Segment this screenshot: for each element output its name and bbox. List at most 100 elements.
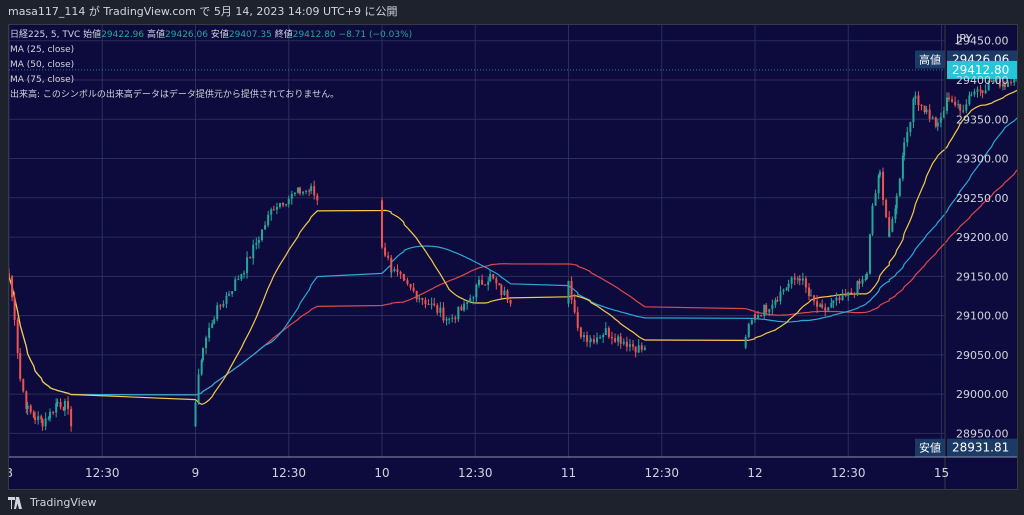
candle-body bbox=[260, 229, 263, 240]
candle-body bbox=[841, 293, 844, 301]
candle-body bbox=[760, 315, 763, 317]
candle-body bbox=[895, 195, 898, 209]
candle-body bbox=[475, 285, 478, 298]
legend-symbol-line: 日経225, 5, TVC 始値29422.96 高値29426.06 安値29… bbox=[10, 28, 412, 43]
candle-body bbox=[582, 335, 585, 338]
candle-body bbox=[255, 242, 258, 245]
candle-body bbox=[252, 244, 255, 259]
candle-body bbox=[409, 283, 412, 288]
candle-body bbox=[917, 95, 920, 106]
candle-body bbox=[832, 300, 835, 303]
candle-body bbox=[830, 302, 833, 308]
candle-body bbox=[816, 301, 819, 307]
legend-ma25[interactable]: MA (25, close) bbox=[10, 45, 75, 55]
candle-body bbox=[40, 416, 43, 420]
low-label: 安値 bbox=[210, 30, 229, 40]
candle-body bbox=[981, 90, 984, 94]
candle-body bbox=[861, 279, 864, 284]
tradingview-logo-text: TradingView bbox=[30, 496, 97, 509]
candle-body bbox=[302, 191, 305, 194]
candle-body bbox=[313, 186, 316, 196]
candle-body bbox=[602, 334, 605, 338]
x-tick-label: 12:30 bbox=[85, 466, 120, 480]
candle-body bbox=[448, 318, 451, 320]
candle-body bbox=[439, 307, 442, 313]
y-tick-label: 29400.00 bbox=[956, 74, 1009, 87]
candle-body bbox=[285, 204, 288, 206]
y-tick-label: 29450.00 bbox=[956, 35, 1009, 48]
candle-body bbox=[796, 278, 799, 280]
y-tick-label: 29000.00 bbox=[956, 388, 1009, 401]
candle-body bbox=[625, 341, 628, 347]
candle-body bbox=[928, 109, 931, 119]
candle-body bbox=[498, 283, 501, 286]
candle-body bbox=[222, 303, 225, 307]
candle-body bbox=[70, 408, 73, 427]
candle-body bbox=[614, 338, 617, 342]
candle-body bbox=[454, 317, 457, 320]
candle-body bbox=[885, 199, 888, 218]
candle-body bbox=[632, 344, 635, 347]
candle-body bbox=[865, 273, 868, 279]
candle-body bbox=[599, 337, 602, 339]
legend-ma75[interactable]: MA (75, close) bbox=[10, 75, 75, 85]
candle-body bbox=[987, 80, 990, 91]
candle-body bbox=[500, 285, 503, 296]
candle-body bbox=[858, 281, 861, 284]
ma50-polyline bbox=[8, 110, 1024, 396]
candle-body bbox=[506, 290, 509, 301]
candle-body bbox=[37, 416, 40, 421]
candle-body bbox=[308, 190, 311, 192]
candle-body bbox=[472, 297, 475, 299]
candle-body bbox=[894, 208, 897, 220]
axes: 28950.00 29000.00 29050.00 29100.00 29150.00… bbox=[5, 25, 1017, 489]
candle-body bbox=[287, 198, 290, 205]
candle-body bbox=[809, 295, 812, 297]
candle-body bbox=[871, 205, 874, 235]
candle-body bbox=[771, 304, 774, 310]
candle-body bbox=[59, 402, 62, 408]
candle-body bbox=[390, 257, 393, 273]
candle-body bbox=[939, 117, 942, 123]
candle-body bbox=[47, 418, 50, 420]
candle-body bbox=[868, 234, 871, 274]
candle-body bbox=[813, 295, 816, 302]
candle-body bbox=[234, 279, 237, 292]
close-label: 終値 bbox=[274, 30, 293, 40]
candle-body bbox=[1013, 78, 1016, 83]
candle-body bbox=[278, 202, 281, 208]
candle-body bbox=[290, 194, 293, 199]
candle-body bbox=[484, 284, 487, 286]
candle-body bbox=[959, 104, 962, 111]
open-label: 始値 bbox=[83, 30, 102, 40]
candle-body bbox=[200, 360, 203, 375]
candle-body bbox=[589, 341, 592, 343]
candle-body bbox=[912, 98, 915, 123]
candle-body bbox=[393, 269, 396, 272]
candle-body bbox=[503, 290, 506, 296]
candle-body bbox=[942, 110, 945, 118]
candle-body bbox=[316, 195, 319, 201]
x-tick-label: 10 bbox=[374, 466, 389, 480]
candle-body bbox=[509, 300, 512, 304]
candle-body bbox=[878, 171, 881, 176]
candle-body bbox=[951, 99, 954, 102]
last-price-tag-text: 29412.80 bbox=[952, 63, 1009, 77]
candle-body bbox=[992, 79, 995, 82]
candle-body bbox=[768, 309, 771, 313]
candle-body bbox=[19, 352, 22, 380]
chart-frame[interactable]: 29426.06 高値 29412.80 28931.81 安値 28950.00 290… bbox=[5, 24, 1024, 490]
legend-ma50[interactable]: MA (50, close) bbox=[10, 60, 75, 70]
candle-body bbox=[747, 324, 750, 338]
candle-body bbox=[213, 319, 216, 324]
candle-body bbox=[901, 155, 904, 179]
candle-body bbox=[874, 193, 877, 206]
candle-body bbox=[914, 95, 917, 99]
candle-body bbox=[194, 402, 197, 427]
low-marker-label bbox=[915, 438, 945, 457]
candle-body bbox=[445, 319, 448, 321]
tradingview-logo[interactable]: TradingView bbox=[8, 496, 96, 509]
low-marker-label-text: 安値 bbox=[919, 441, 941, 455]
